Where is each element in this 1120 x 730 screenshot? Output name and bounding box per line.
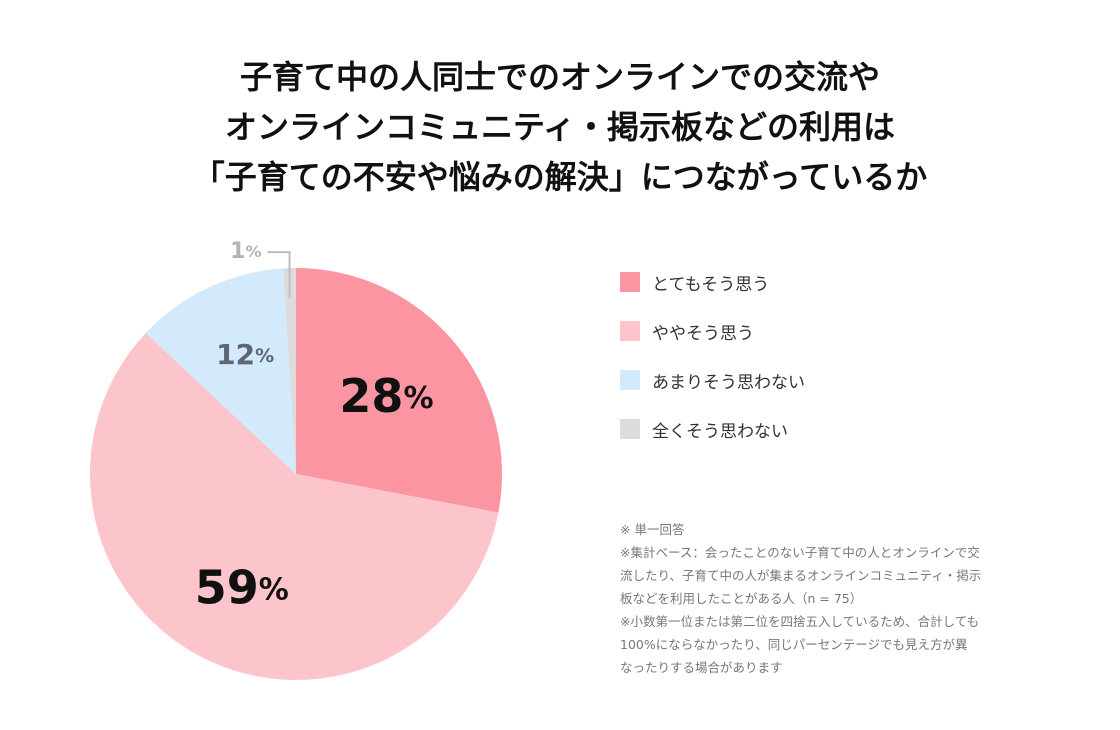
legend-swatch-somewhat — [620, 321, 640, 341]
legend-item-not-much: あまりそう思わない — [620, 366, 805, 394]
chart-title: 子育て中の人同士でのオンラインでの交流や オンラインコミュニティ・掲示板などの利… — [0, 52, 1120, 202]
footnote-line: ※ 単一回答 — [620, 522, 685, 537]
footnotes: ※ 単一回答 ※集計ベース：会ったことのない子育て中の人とオンラインで交 流した… — [620, 518, 1040, 679]
chart-title-line-2: オンラインコミュニティ・掲示板などの利用は — [224, 108, 896, 146]
pie-slice-somewhat — [89, 332, 499, 680]
footnote-line: 100%にならなかったり、同じパーセンテージでも見え方が異 — [620, 637, 968, 652]
pie-label-not-at-all: 1% — [230, 239, 261, 264]
legend-swatch-very-much — [620, 272, 640, 292]
pie-slice-not-at-all — [283, 268, 296, 474]
pie-chart: 28% 59% 12% 1% — [89, 239, 502, 680]
legend: とてもそう思う ややそう思う あまりそう思わない 全くそう思わない — [620, 268, 805, 464]
footnote-line: ※小数第一位または第二位を四捨五入しているため、合計しても — [620, 614, 980, 629]
legend-item-not-at-all: 全くそう思わない — [620, 415, 805, 443]
pie-slice-very-much — [296, 268, 502, 513]
legend-item-somewhat: ややそう思う — [620, 317, 805, 345]
chart-title-line-1: 子育て中の人同士でのオンラインでの交流や — [239, 58, 880, 96]
pie-label-very-much: 28% — [339, 369, 433, 423]
footnote-line: ※集計ベース：会ったことのない子育て中の人とオンラインで交 — [620, 545, 980, 560]
pie-label-not-much: 12% — [216, 338, 274, 371]
footnote-line: なったりする場合があります — [620, 660, 783, 675]
legend-item-very-much: とてもそう思う — [620, 268, 805, 296]
legend-label-very-much: とてもそう思う — [652, 274, 770, 295]
pie-slice-not-much — [145, 268, 296, 474]
legend-label-somewhat: ややそう思う — [652, 323, 754, 344]
legend-label-not-much: あまりそう思わない — [652, 372, 805, 393]
legend-swatch-not-much — [620, 370, 640, 390]
pie-label-somewhat: 59% — [195, 560, 289, 614]
chart-title-line-3: 「子育ての不安や悩みの解決」につながっているか — [192, 158, 928, 196]
legend-swatch-not-at-all — [620, 419, 640, 439]
footnote-line: 板などを利用したことがある人（n = 75） — [620, 591, 863, 606]
legend-label-not-at-all: 全くそう思わない — [652, 421, 788, 442]
pie-leader-line-not-at-all — [267, 251, 291, 299]
footnote-line: 流したり、子育て中の人が集まるオンラインコミュニティ・掲示 — [620, 568, 982, 583]
